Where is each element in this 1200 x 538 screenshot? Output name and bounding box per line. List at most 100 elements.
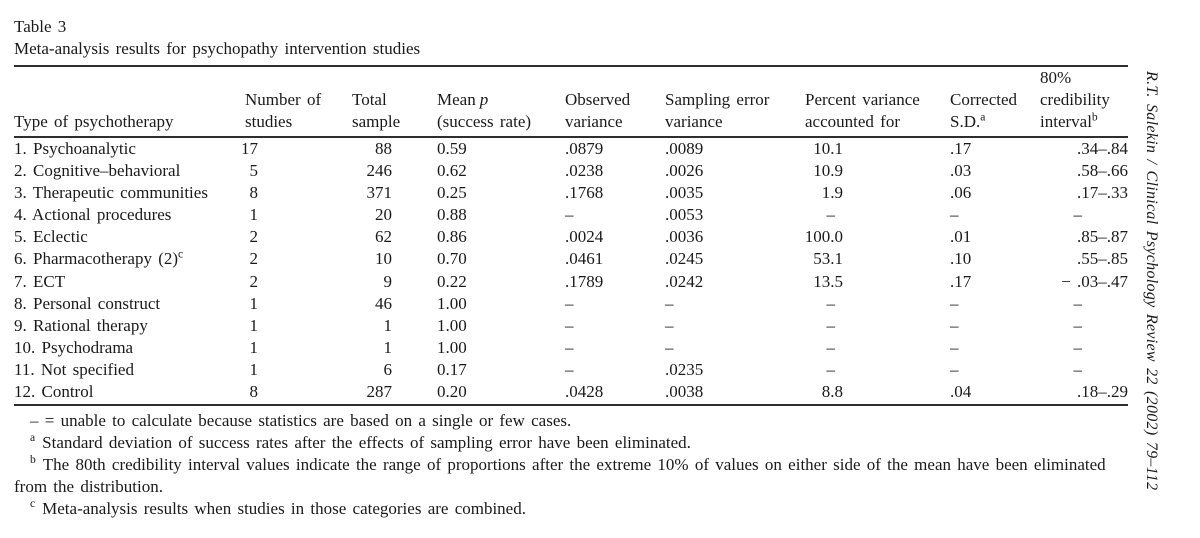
cell-mean-p: 0.20	[437, 382, 467, 402]
table-label: Table 3	[14, 17, 67, 36]
cell-percent-variance: 8.8	[821, 382, 843, 402]
cell-observed-variance: –	[565, 359, 574, 379]
col-header-sampling-error-variance: Sampling error variance	[665, 90, 770, 131]
cell-sampling-error-variance: .0036	[665, 227, 704, 247]
cell-mean-p: 0.88	[437, 205, 467, 225]
cell-mean-p: 1.00	[437, 315, 467, 335]
cell-number-of-studies: 5	[249, 161, 259, 181]
table-row: 1. Psychoanalytic 17 88 0.59 .0879 .0089…	[14, 138, 1128, 160]
cell-number-of-studies: 1	[249, 359, 259, 379]
cell-total-sample: 1	[383, 315, 393, 335]
table-footnotes: – = unable to calculate because statisti…	[14, 410, 1128, 520]
cell-total-sample: 6	[383, 359, 393, 379]
meta-analysis-table: Type of psychotherapy Number of studies …	[14, 65, 1128, 407]
cell-sampling-error-variance: .0038	[665, 382, 704, 402]
cell-observed-variance: –	[565, 293, 574, 313]
table-row: 10. Psychodrama 1 1 1.00 – – – – –	[14, 337, 1128, 359]
col-header-type: Type of psychotherapy	[14, 112, 174, 131]
col-header-mean-p: Mean p (success rate)	[437, 90, 532, 131]
table-row: 5. Eclectic 2 62 0.86 .0024 .0036 100.0 …	[14, 226, 1128, 248]
cell-percent-variance: –	[826, 359, 836, 379]
cell-number-of-studies: 1	[249, 293, 259, 313]
cell-total-sample: 62	[375, 227, 392, 247]
cell-credibility-interval: .17–.33	[1077, 183, 1128, 203]
cell-corrected-sd: –	[950, 359, 959, 379]
cell-credibility-interval: –	[1073, 359, 1083, 379]
cell-mean-p: 0.22	[437, 271, 467, 291]
cell-total-sample: 9	[383, 271, 393, 291]
cell-therapy-type: 12. Control	[14, 382, 94, 402]
cell-mean-p: 0.25	[437, 183, 467, 203]
cell-therapy-type: 11. Not specified	[14, 359, 134, 379]
table-row: 4. Actional procedures 1 20 0.88 – .0053…	[14, 204, 1128, 226]
cell-percent-variance: 10.1	[813, 139, 843, 158]
cell-observed-variance: .0461	[565, 249, 604, 269]
cell-therapy-type: 3. Therapeutic communities	[14, 183, 208, 203]
table-row: 8. Personal construct 1 46 1.00 – – – – …	[14, 293, 1128, 315]
table-row: 11. Not specified 1 6 0.17 – .0235 – – –	[14, 359, 1128, 381]
cell-percent-variance: –	[826, 293, 836, 313]
cell-corrected-sd: .17	[950, 139, 972, 158]
cell-corrected-sd: .10	[950, 249, 972, 269]
table-title: Meta-analysis results for psychopathy in…	[14, 39, 421, 58]
cell-therapy-type: 6. Pharmacotherapy (2)c	[14, 247, 184, 269]
table-row: 12. Control 8 287 0.20 .0428 .0038 8.8 .…	[14, 381, 1128, 403]
cell-sampling-error-variance: –	[665, 315, 674, 335]
cell-corrected-sd: –	[950, 293, 959, 313]
cell-observed-variance: .1768	[565, 183, 604, 203]
cell-number-of-studies: 1	[249, 205, 259, 225]
cell-corrected-sd: .01	[950, 227, 972, 247]
cell-percent-variance: 13.5	[813, 271, 843, 291]
cell-sampling-error-variance: .0026	[665, 161, 704, 181]
cell-number-of-studies: 8	[249, 382, 259, 402]
cell-observed-variance: .0238	[565, 161, 604, 181]
cell-mean-p: 0.70	[437, 249, 467, 269]
cell-corrected-sd: .04	[950, 382, 972, 402]
cell-percent-variance: –	[826, 205, 836, 225]
cell-total-sample: 88	[375, 139, 392, 158]
cell-total-sample: 246	[366, 161, 393, 181]
cell-credibility-interval: .18–.29	[1077, 382, 1128, 402]
table-header-row: Type of psychotherapy Number of studies …	[14, 67, 1128, 138]
cell-sampling-error-variance: –	[665, 293, 674, 313]
cell-therapy-type: 7. ECT	[14, 271, 66, 291]
col-header-percent-variance: Percent variance accounted for	[805, 90, 920, 131]
cell-mean-p: 1.00	[437, 293, 467, 313]
cell-mean-p: 0.86	[437, 227, 467, 247]
cell-therapy-type: 4. Actional procedures	[14, 205, 172, 225]
cell-credibility-interval: –	[1073, 337, 1083, 357]
cell-sampling-error-variance: –	[665, 337, 674, 357]
cell-credibility-interval: .58–.66	[1077, 161, 1128, 181]
cell-credibility-interval: –	[1073, 293, 1083, 313]
col-header-total-sample: Total sample	[352, 90, 401, 131]
table-row: 9. Rational therapy 1 1 1.00 – – – – –	[14, 315, 1128, 337]
cell-number-of-studies: 2	[249, 227, 259, 247]
journal-citation: R.T. Salekin / Clinical Psychology Revie…	[1143, 71, 1160, 491]
cell-therapy-type: 10. Psychodrama	[14, 337, 134, 357]
col-header-observed-variance: Observed variance	[565, 90, 631, 131]
cell-observed-variance: .0024	[565, 227, 604, 247]
cell-therapy-type: 1. Psychoanalytic	[14, 139, 136, 158]
cell-credibility-interval: –	[1073, 315, 1083, 335]
cell-total-sample: 20	[375, 205, 392, 225]
cell-corrected-sd: –	[950, 205, 959, 225]
cell-observed-variance: –	[565, 337, 574, 357]
cell-mean-p: 0.59	[437, 139, 467, 158]
cell-corrected-sd: –	[950, 315, 959, 335]
cell-total-sample: 10	[375, 249, 392, 269]
table-row: 2. Cognitive–behavioral 5 246 0.62 .0238…	[14, 160, 1128, 182]
cell-sampling-error-variance: .0245	[665, 249, 704, 269]
cell-credibility-interval: .85–.87	[1077, 227, 1128, 247]
cell-number-of-studies: 2	[249, 249, 259, 269]
cell-sampling-error-variance: .0035	[665, 183, 704, 203]
cell-therapy-type: 8. Personal construct	[14, 293, 161, 313]
cell-observed-variance: .1789	[565, 271, 604, 291]
cell-total-sample: 287	[366, 382, 393, 402]
table-caption-block: Table 3 Meta-analysis results for psycho…	[14, 16, 1200, 60]
table-body: 1. Psychoanalytic 17 88 0.59 .0879 .0089…	[14, 138, 1128, 407]
cell-credibility-interval: − .03–.47	[1061, 271, 1128, 291]
cell-therapy-type: 2. Cognitive–behavioral	[14, 161, 181, 181]
cell-number-of-studies: 2	[249, 271, 259, 291]
cell-corrected-sd: .03	[950, 161, 972, 181]
cell-therapy-type: 9. Rational therapy	[14, 315, 148, 335]
